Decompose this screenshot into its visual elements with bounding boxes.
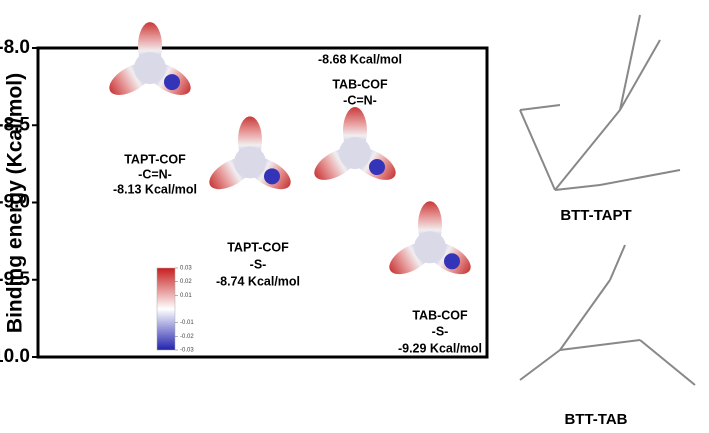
y-tick-label: -10.0 [0, 346, 30, 367]
esp-lobe [369, 159, 385, 176]
value-label: -8.74 Kcal/mol [216, 274, 300, 288]
colorbar-tick-label: -0.03 [180, 348, 194, 354]
value-label: -8.68 Kcal/mol [318, 52, 402, 66]
entry-bond: -S- [432, 324, 449, 338]
entry-bond: -S- [250, 257, 267, 271]
structure-label: BTT-TAB [564, 411, 627, 428]
colorbar [156, 267, 176, 351]
colorbar-tick-label: 0.03 [180, 266, 192, 272]
esp-surface [314, 107, 396, 180]
entry-name: TAPT-COF [227, 240, 289, 254]
entry-name: TAPT-COF [124, 152, 186, 166]
esp-core [234, 146, 266, 179]
esp-lobe [164, 74, 180, 91]
entry-bond: -C=N- [138, 167, 172, 181]
esp-core [414, 231, 446, 264]
esp-surface [109, 22, 191, 95]
structure-label: BTT-TAPT [560, 207, 631, 224]
esp-core [134, 52, 166, 85]
entry-name: TAB-COF [412, 308, 468, 322]
colorbar-tick-label: 0.02 [180, 279, 192, 285]
esp-surface [209, 116, 291, 190]
esp-lobe [264, 168, 280, 185]
esp-core [339, 137, 371, 170]
structure-drawing [519, 244, 696, 386]
entry-name: TAB-COF [332, 77, 388, 91]
structure-drawing [519, 14, 681, 191]
y-tick-label: -9.0 [0, 192, 30, 213]
value-label: -8.13 Kcal/mol [113, 182, 197, 196]
esp-surface [389, 201, 471, 275]
colorbar-tick-label: -0.02 [180, 334, 194, 340]
y-tick-label: -9.5 [0, 269, 30, 290]
esp-lobe [444, 253, 460, 270]
y-tick-label: -8.0 [0, 37, 30, 58]
y-axis-label: Binding energy (Kcal/mol) [4, 73, 27, 333]
entry-bond: -C=N- [343, 93, 377, 107]
y-tick-label: -8.5 [0, 114, 30, 135]
colorbar-tick-label: -0.01 [180, 320, 194, 326]
value-label: -9.29 Kcal/mol [398, 341, 482, 355]
colorbar-tick-label: 0.01 [180, 293, 192, 299]
